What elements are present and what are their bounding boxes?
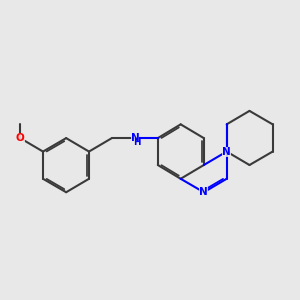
Text: H: H [134,138,141,147]
Text: N: N [222,147,231,157]
Text: O: O [16,133,25,143]
Text: N: N [130,133,140,143]
Text: N: N [200,187,208,197]
